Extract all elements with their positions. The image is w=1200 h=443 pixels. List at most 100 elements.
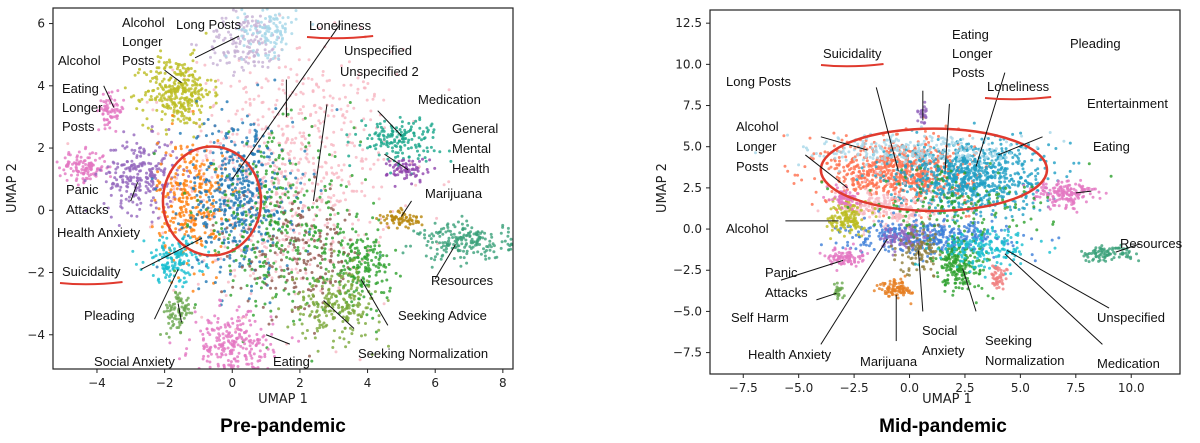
scatter-point — [229, 269, 232, 273]
scatter-point — [161, 103, 165, 107]
scatter-point — [185, 200, 188, 204]
scatter-point — [182, 187, 186, 191]
scatter-point — [470, 226, 474, 230]
scatter-point — [127, 199, 131, 203]
scatter-point — [219, 265, 223, 269]
scatter-point — [317, 129, 321, 133]
scatter-point — [168, 304, 172, 307]
scatter-point — [232, 211, 236, 215]
scatter-point — [151, 210, 155, 214]
scatter-point — [66, 142, 70, 146]
cluster-1 — [123, 31, 219, 139]
scatter-point — [350, 300, 354, 304]
scatter-point — [371, 185, 375, 189]
scatter-point — [256, 31, 260, 35]
scatter-point — [291, 125, 295, 129]
scatter-point — [224, 167, 227, 171]
scatter-point — [442, 244, 445, 248]
scatter-point — [298, 46, 302, 50]
scatter-point — [336, 225, 339, 229]
scatter-point — [382, 142, 386, 146]
scatter-point — [365, 313, 369, 317]
scatter-point — [109, 148, 113, 152]
scatter-point — [365, 98, 369, 102]
scatter-point — [408, 163, 412, 167]
scatter-point — [381, 215, 385, 219]
scatter-point — [168, 246, 171, 250]
scatter-point — [185, 230, 188, 234]
scatter-point — [403, 128, 407, 132]
scatter-point — [164, 230, 167, 234]
scatter-point — [150, 125, 154, 129]
scatter-point — [189, 196, 193, 200]
scatter-point — [786, 169, 790, 173]
scatter-point — [241, 173, 245, 177]
scatter-point — [170, 264, 174, 268]
scatter-point — [82, 159, 86, 163]
scatter-point — [198, 118, 202, 121]
scatter-point — [202, 122, 206, 126]
scatter-point — [172, 110, 176, 114]
scatter-point — [324, 237, 328, 241]
scatter-point — [227, 136, 231, 140]
scatter-point — [319, 107, 323, 110]
scatter-point — [385, 278, 389, 282]
scatter-point — [221, 191, 225, 195]
scatter-point — [291, 278, 294, 282]
scatter-point — [163, 167, 167, 171]
scatter-point — [264, 262, 268, 265]
scatter-point — [277, 275, 281, 279]
scatter-point — [183, 121, 187, 125]
scatter-point — [165, 202, 169, 206]
scatter-point — [423, 228, 427, 232]
scatter-point — [155, 265, 159, 269]
scatter-point — [335, 299, 339, 303]
scatter-point — [425, 168, 429, 171]
scatter-point — [290, 32, 294, 36]
scatter-point — [227, 130, 231, 134]
scatter-point — [153, 76, 157, 79]
scatter-point — [292, 286, 296, 290]
scatter-point — [222, 51, 226, 54]
scatter-point — [251, 49, 255, 53]
scatter-point — [345, 133, 349, 137]
scatter-point — [197, 287, 201, 291]
scatter-point — [330, 153, 334, 157]
scatter-point — [243, 353, 247, 357]
scatter-point — [222, 363, 226, 367]
scatter-points — [754, 100, 1141, 306]
scatter-point — [247, 334, 251, 338]
scatter-point — [399, 148, 403, 152]
scatter-point — [184, 210, 188, 214]
scatter-point — [157, 60, 161, 64]
scatter-point — [198, 177, 202, 181]
scatter-point — [482, 247, 485, 251]
scatter-point — [139, 151, 143, 155]
scatter-point — [169, 181, 173, 185]
scatter-point — [204, 280, 208, 284]
scatter-point — [401, 151, 404, 155]
scatter-point — [341, 305, 345, 309]
scatter-point — [155, 77, 159, 81]
scatter-point — [263, 302, 267, 306]
scatter-point — [278, 265, 282, 269]
scatter-point — [387, 344, 390, 348]
scatter-point — [380, 185, 384, 189]
scatter-point — [260, 34, 264, 38]
scatter-point — [320, 192, 323, 196]
scatter-point — [353, 246, 357, 250]
scatter-point — [154, 98, 158, 102]
scatter-point — [307, 178, 311, 182]
scatter-point — [277, 12, 281, 16]
scatter-point — [286, 267, 290, 271]
scatter-point — [343, 268, 347, 272]
scatter-point — [286, 112, 290, 116]
scatter-point — [191, 163, 195, 167]
scatter-point — [213, 281, 217, 284]
scatter-point — [323, 309, 327, 313]
scatter-point — [425, 146, 429, 150]
scatter-point — [107, 121, 111, 125]
scatter-point — [356, 76, 360, 80]
scatter-point — [185, 196, 189, 200]
scatter-point — [118, 110, 122, 114]
